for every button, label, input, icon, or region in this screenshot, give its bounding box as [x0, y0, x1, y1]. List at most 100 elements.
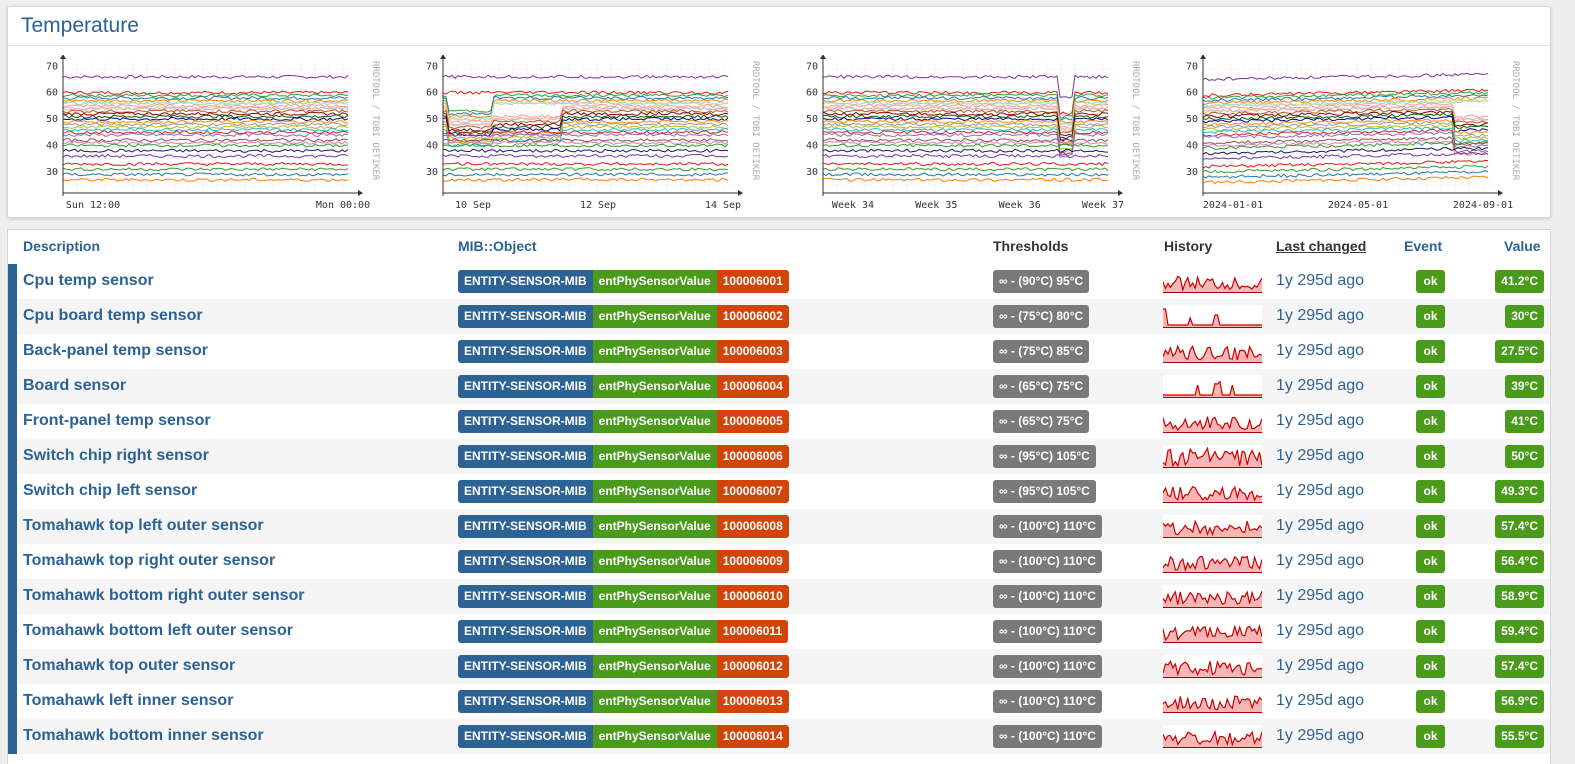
history-sparkline[interactable]: [1163, 480, 1262, 503]
sensor-description-link[interactable]: Tomahawk top left outer sensor: [23, 517, 264, 534]
col-header-last-changed[interactable]: Last changed: [1276, 238, 1367, 254]
mib-object-badge[interactable]: ENTITY-SENSOR-MIB entPhySensorValue 100006…: [458, 305, 789, 328]
col-header-value[interactable]: Value: [1504, 238, 1541, 254]
graph-year[interactable]: 70 60 50 40 30 2024-01-01 2024-05-01 2024-09-01…: [1163, 55, 1533, 215]
history-sparkline[interactable]: [1163, 340, 1262, 363]
mib-object-badge[interactable]: ENTITY-SENSOR-MIB entPhySensorValue 100006…: [458, 340, 789, 363]
graph-day[interactable]: 70 60 50 40 30 Sun 12:00 Mon 00:00 RRDTOOL / TO…: [23, 55, 393, 215]
mib-object-badge[interactable]: ENTITY-SENSOR-MIB entPhySensorValue 100006…: [458, 585, 789, 608]
y-tick-label: 50: [46, 114, 58, 125]
sensor-value-badge: 39°C: [1505, 375, 1544, 398]
sensor-description-link[interactable]: Tomahawk bottom right outer sensor: [23, 587, 305, 604]
sensor-value-badge: 30°C: [1505, 305, 1544, 328]
y-tick-label: 70: [426, 61, 438, 72]
mib-object-badge[interactable]: ENTITY-SENSOR-MIB entPhySensorValue 100006…: [458, 515, 789, 538]
col-header-event[interactable]: Event: [1404, 238, 1443, 254]
mib-object-badge[interactable]: ENTITY-SENSOR-MIB entPhySensorValue 100006…: [458, 410, 789, 433]
mib-name-badge: ENTITY-SENSOR-MIB: [458, 690, 593, 713]
object-index-badge: 100006005: [716, 410, 789, 433]
event-status-badge: ok: [1416, 515, 1445, 538]
history-sparkline[interactable]: [1163, 690, 1262, 713]
sensor-description-link[interactable]: Front-panel temp sensor: [23, 412, 211, 429]
graph-month[interactable]: 70 60 50 40 30 Week 34 Week 35 Week 36 Week 37 RR…: [783, 55, 1153, 215]
sensor-description-link[interactable]: Tomahawk bottom left outer sensor: [23, 622, 293, 639]
last-changed-text: 1y 295d ago: [1276, 622, 1365, 639]
sensor-description-link[interactable]: Board sensor: [23, 377, 127, 394]
col-header-mib-object[interactable]: MIB::Object: [458, 238, 537, 254]
mib-object-badge[interactable]: ENTITY-SENSOR-MIB entPhySensorValue 100006…: [458, 550, 789, 573]
history-sparkline[interactable]: [1163, 725, 1262, 748]
mib-object-badge[interactable]: ENTITY-SENSOR-MIB entPhySensorValue 100006…: [458, 480, 789, 503]
history-sparkline[interactable]: [1163, 655, 1262, 678]
y-tick-label: 30: [426, 167, 438, 178]
mib-object-badge[interactable]: ENTITY-SENSOR-MIB entPhySensorValue 100006…: [458, 375, 789, 398]
threshold-badge: ∞ - (100°C) 110°C: [993, 655, 1102, 678]
table-row[interactable]: Tomahawk bottom right outer sensor ENTITY…: [8, 579, 1550, 614]
last-changed-text: 1y 295d ago: [1276, 657, 1365, 674]
event-status-badge: ok: [1416, 445, 1445, 468]
object-index-badge: 100006004: [716, 375, 789, 398]
sensor-description-link[interactable]: Switch chip left sensor: [23, 482, 198, 499]
table-row[interactable]: Board sensor ENTITY-SENSOR-MIB entPhySenso…: [8, 369, 1550, 404]
last-changed-text: 1y 295d ago: [1276, 307, 1365, 324]
history-sparkline[interactable]: [1163, 305, 1262, 328]
mib-object-badge[interactable]: ENTITY-SENSOR-MIB entPhySensorValue 100006…: [458, 270, 789, 293]
sensor-description-link[interactable]: Tomahawk top outer sensor: [23, 657, 236, 674]
table-row[interactable]: Cpu board temp sensor ENTITY-SENSOR-MIB en…: [8, 299, 1550, 334]
sensor-description-link[interactable]: Tomahawk bottom inner sensor: [23, 727, 264, 744]
table-row[interactable]: Tomahawk top right outer sensor ENTITY-SE…: [8, 544, 1550, 579]
sensor-description-link[interactable]: Tomahawk left inner sensor: [23, 692, 234, 709]
mib-object-badge[interactable]: ENTITY-SENSOR-MIB entPhySensorValue 100006…: [458, 655, 789, 678]
history-sparkline[interactable]: [1163, 550, 1262, 573]
rrd-watermark: RRDTOOL / TOBI OETIKER: [750, 61, 760, 181]
object-name-badge: entPhySensorValue: [592, 445, 717, 468]
history-sparkline[interactable]: [1163, 410, 1262, 433]
threshold-badge: ∞ - (95°C) 105°C: [993, 445, 1096, 468]
y-tick-label: 40: [46, 140, 58, 151]
sensor-description-link[interactable]: Back-panel temp sensor: [23, 342, 208, 359]
event-status-badge: ok: [1416, 480, 1445, 503]
table-row[interactable]: Tomahawk bottom inner sensor ENTITY-SENSO…: [8, 719, 1550, 754]
table-row[interactable]: Tomahawk top left outer sensor ENTITY-SEN…: [8, 509, 1550, 544]
sensor-description-link[interactable]: Switch chip right sensor: [23, 447, 209, 464]
sensor-description-link[interactable]: Cpu temp sensor: [23, 272, 154, 289]
table-row[interactable]: Tomahawk bottom left outer sensor ENTITY-…: [8, 614, 1550, 649]
graph-week[interactable]: 70 60 50 40 30 10 Sep 12 Sep 14 Sep RRDTOOL / TO…: [403, 55, 773, 215]
history-sparkline[interactable]: [1163, 620, 1262, 643]
table-row[interactable]: Switch chip left sensor ENTITY-SENSOR-MIB…: [8, 474, 1550, 509]
rrd-graph-svg: 70 60 50 40 30 2024-01-01 2024-05-01 2024-09-01…: [1186, 55, 1520, 211]
sensor-description-link[interactable]: Cpu board temp sensor: [23, 307, 203, 324]
rrd-graph-svg: 70 60 50 40 30 Sun 12:00 Mon 00:00 RRDTOOL / TO…: [46, 55, 380, 211]
table-row[interactable]: Front-panel temp sensor ENTITY-SENSOR-MIB…: [8, 404, 1550, 439]
rrd-watermark: RRDTOOL / TOBI OETIKER: [370, 61, 380, 181]
history-sparkline[interactable]: [1163, 585, 1262, 608]
object-name-badge: entPhySensorValue: [592, 305, 717, 328]
mib-object-badge[interactable]: ENTITY-SENSOR-MIB entPhySensorValue 100006…: [458, 690, 789, 713]
history-sparkline[interactable]: [1163, 445, 1262, 468]
x-tick-label: 2024-09-01: [1453, 200, 1513, 211]
history-sparkline[interactable]: [1163, 515, 1262, 538]
sensor-description-link[interactable]: Tomahawk top right outer sensor: [23, 552, 276, 569]
threshold-badge: ∞ - (65°C) 75°C: [993, 410, 1090, 433]
y-tick-label: 40: [1186, 140, 1198, 151]
mib-object-badge[interactable]: ENTITY-SENSOR-MIB entPhySensorValue 100006…: [458, 445, 789, 468]
history-sparkline[interactable]: [1163, 375, 1262, 398]
threshold-badge: ∞ - (65°C) 75°C: [993, 375, 1090, 398]
mib-name-badge: ENTITY-SENSOR-MIB: [458, 445, 593, 468]
mib-object-badge[interactable]: ENTITY-SENSOR-MIB entPhySensorValue 100006…: [458, 725, 789, 748]
object-index-badge: 100006008: [716, 515, 789, 538]
object-name-badge: entPhySensorValue: [592, 725, 717, 748]
x-tick-label: 10 Sep: [455, 200, 491, 211]
table-row[interactable]: Cpu temp sensor ENTITY-SENSOR-MIB entPhySe…: [8, 264, 1550, 299]
history-sparkline[interactable]: [1163, 270, 1262, 293]
table-row[interactable]: Tomahawk top outer sensor ENTITY-SENSOR-M…: [8, 649, 1550, 684]
object-name-badge: entPhySensorValue: [592, 480, 717, 503]
table-row[interactable]: Tomahawk left inner sensor ENTITY-SENSOR-…: [8, 684, 1550, 719]
col-header-thresholds: Thresholds: [993, 238, 1069, 254]
table-row[interactable]: Switch chip right sensor ENTITY-SENSOR-MI…: [8, 439, 1550, 474]
event-status-badge: ok: [1416, 340, 1445, 363]
col-header-description[interactable]: Description: [23, 238, 101, 254]
table-row[interactable]: Back-panel temp sensor ENTITY-SENSOR-MIB e…: [8, 334, 1550, 369]
event-status-badge: ok: [1416, 550, 1445, 573]
mib-object-badge[interactable]: ENTITY-SENSOR-MIB entPhySensorValue 100006…: [458, 620, 789, 643]
